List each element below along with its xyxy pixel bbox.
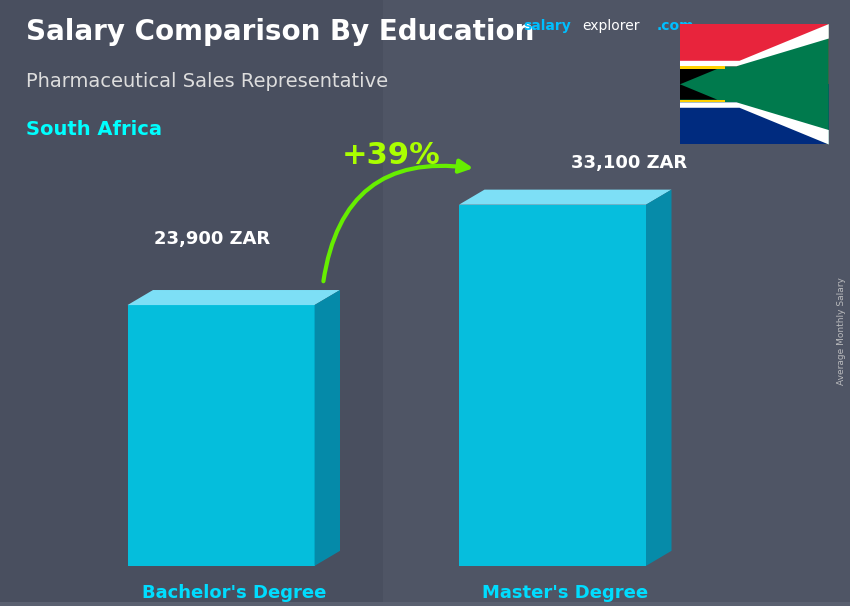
Text: explorer: explorer [582,19,640,33]
Text: Master's Degree: Master's Degree [482,584,649,602]
Text: Bachelor's Degree: Bachelor's Degree [142,584,326,602]
Bar [680,24,829,84]
Polygon shape [680,24,829,66]
Text: Pharmaceutical Sales Representative: Pharmaceutical Sales Representative [26,72,388,92]
Text: salary: salary [523,19,570,33]
Bar [0,0,382,602]
Polygon shape [314,290,340,566]
Polygon shape [128,305,314,566]
Text: +39%: +39% [342,141,440,170]
Text: South Africa: South Africa [26,121,162,139]
Polygon shape [680,84,717,99]
Polygon shape [680,66,724,69]
Bar [680,84,829,144]
Bar [680,24,829,144]
Text: Salary Comparison By Education: Salary Comparison By Education [26,18,534,46]
Text: 33,100 ZAR: 33,100 ZAR [571,153,687,171]
Bar [382,0,850,602]
Polygon shape [459,205,646,566]
Polygon shape [128,290,340,305]
Polygon shape [459,190,672,205]
Polygon shape [646,190,672,566]
Polygon shape [680,102,829,144]
Polygon shape [680,99,724,102]
Polygon shape [680,24,829,144]
Text: Average Monthly Salary: Average Monthly Salary [836,277,846,385]
Text: .com: .com [657,19,694,33]
Text: 23,900 ZAR: 23,900 ZAR [155,230,270,248]
Polygon shape [680,69,717,84]
